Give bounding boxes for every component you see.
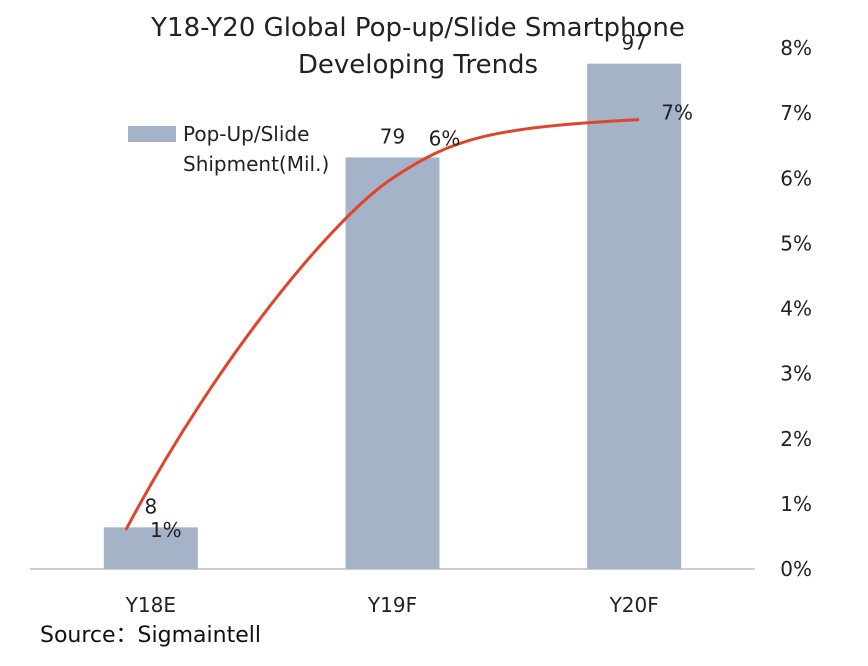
x-tick-label-y20f: Y20F <box>609 593 659 617</box>
chart-title-line-1: Y18-Y20 Global Pop-up/Slide Smartphone <box>151 13 685 43</box>
legend-swatch <box>128 126 176 142</box>
line-value-label-y20f: 7% <box>661 101 693 125</box>
chart-title: Y18-Y20 Global Pop-up/Slide Smartphone D… <box>60 10 776 84</box>
legend-label-line-1: Pop-Up/Slide <box>183 122 309 146</box>
x-tick-label-y18e: Y18E <box>125 593 176 617</box>
source-note: Source：Sigmaintell <box>40 623 261 648</box>
bar-labels-group: 8 79 97 <box>144 31 646 519</box>
y-right-tick-labels-group: 0% 1% 2% 3% 4% 5% 6% 7% 8% <box>780 36 812 581</box>
line-labels-group: 1% 6% 7% <box>150 101 693 542</box>
y-right-tick-label: 2% <box>780 427 812 451</box>
bars-group <box>103 63 682 569</box>
bar-y18e <box>103 527 198 569</box>
bar-value-label-y19f: 79 <box>380 124 405 148</box>
x-tick-label-y19f: Y19F <box>367 593 417 617</box>
y-right-tick-label: 1% <box>780 492 812 516</box>
y-right-tick-label: 6% <box>780 166 812 190</box>
line-value-label-y19f: 6% <box>429 126 461 150</box>
y-right-tick-label: 3% <box>780 362 812 386</box>
bar-value-label-y20f: 97 <box>621 31 646 55</box>
y-right-tick-label: 4% <box>780 297 812 321</box>
legend: Pop-Up/Slide Shipment(Mil.) <box>128 122 329 176</box>
line-series-group <box>124 118 640 531</box>
bar-y19f <box>345 157 440 569</box>
y-right-tick-label: 5% <box>780 231 812 255</box>
legend-label-line-2: Shipment(Mil.) <box>183 152 329 176</box>
y-right-tick-label: 8% <box>780 36 812 60</box>
share-trend-line <box>124 118 640 531</box>
bar-y20f <box>587 63 682 569</box>
bar-value-label-y18e: 8 <box>144 494 157 518</box>
line-value-label-y18e: 1% <box>150 518 182 542</box>
y-right-tick-label: 7% <box>780 101 812 125</box>
x-tick-labels-group: Y18E Y19F Y20F <box>125 593 659 617</box>
y-right-tick-label: 0% <box>780 557 812 581</box>
chart-title-line-2: Developing Trends <box>297 50 539 80</box>
